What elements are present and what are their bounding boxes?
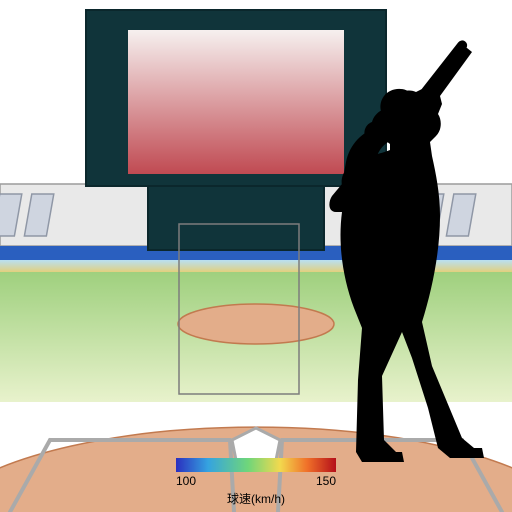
scene-svg xyxy=(0,0,512,512)
legend-tick-max: 150 xyxy=(316,474,336,488)
legend-bar xyxy=(176,458,336,472)
legend-label: 球速(km/h) xyxy=(176,490,336,507)
legend-tick-min: 100 xyxy=(176,474,196,488)
speed-legend: 100 150 球速(km/h) xyxy=(176,458,336,507)
legend-ticks: 100 150 xyxy=(176,474,336,488)
pitchers-mound xyxy=(178,304,334,344)
pitch-visualization: 100 150 球速(km/h) xyxy=(0,0,512,512)
